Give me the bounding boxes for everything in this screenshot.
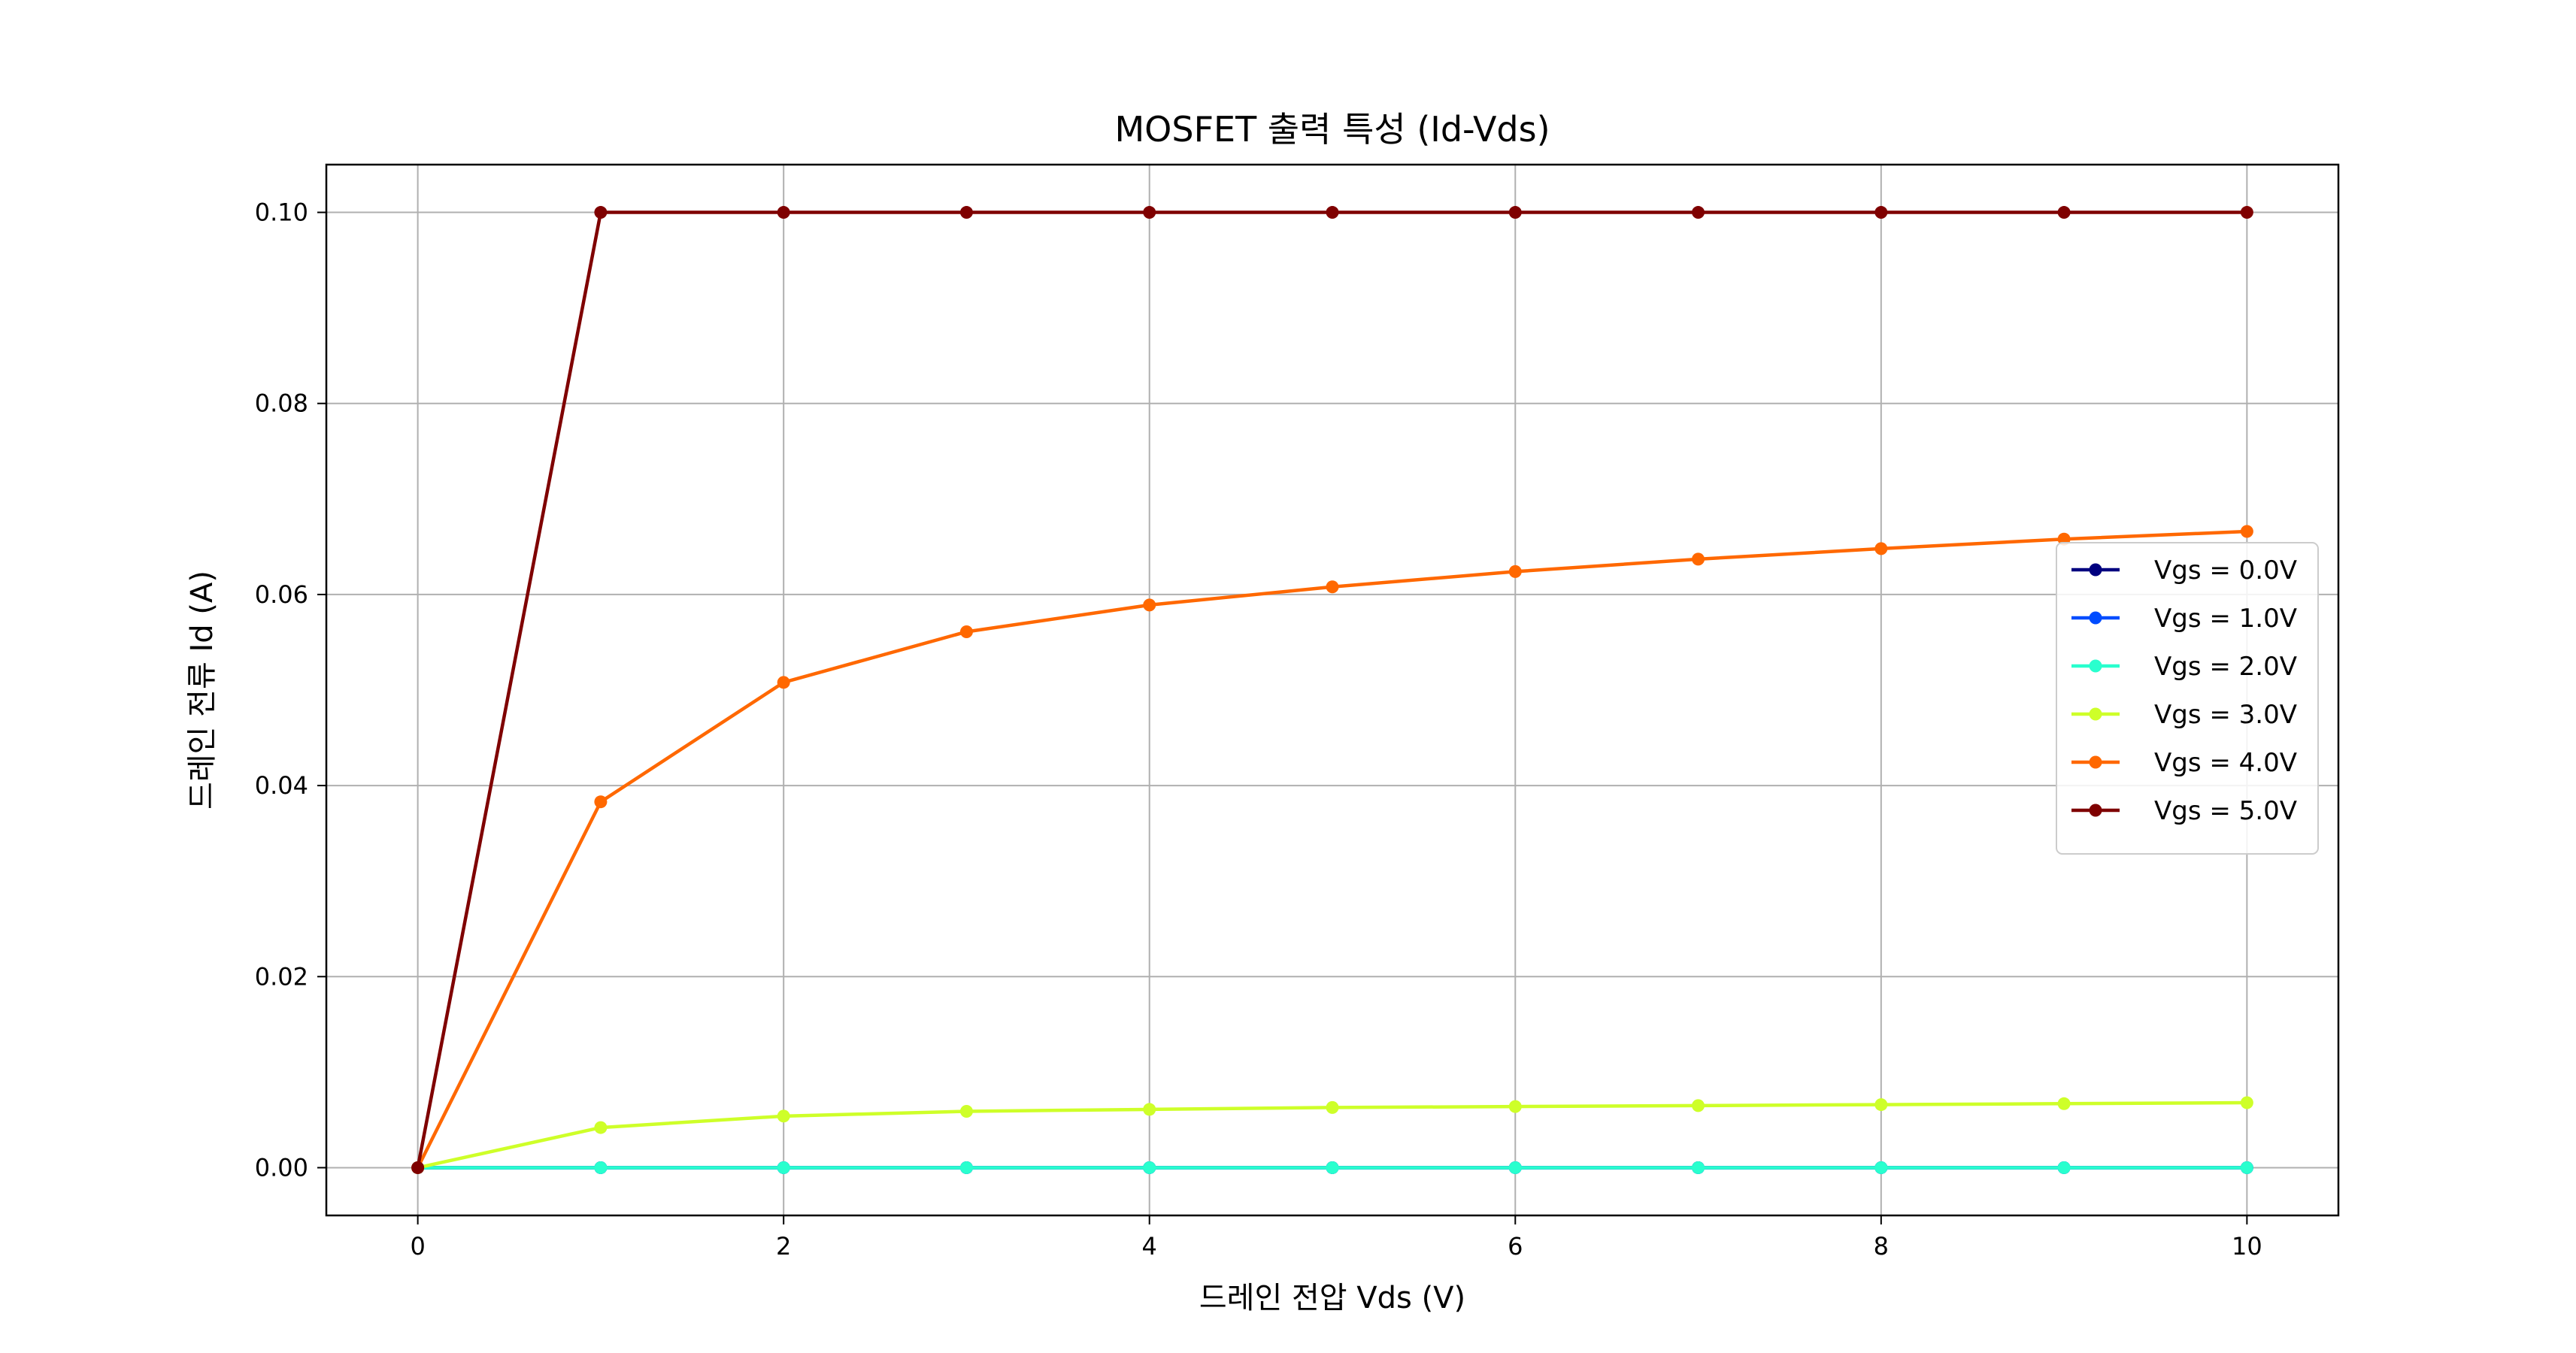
data-point bbox=[1692, 1161, 1705, 1174]
data-point bbox=[1692, 552, 1705, 566]
data-point bbox=[1508, 1161, 1522, 1174]
y-tick-label: 0.02 bbox=[255, 962, 308, 991]
data-point bbox=[1143, 206, 1156, 219]
legend-item: Vgs = 5.0V bbox=[2071, 796, 2297, 826]
data-point bbox=[1143, 598, 1156, 612]
legend-item: Vgs = 2.0V bbox=[2071, 652, 2297, 682]
legend-swatch-marker bbox=[2089, 563, 2102, 577]
data-point bbox=[959, 1104, 973, 1118]
legend-swatch-marker bbox=[2089, 611, 2102, 625]
legend-swatch-marker bbox=[2089, 755, 2102, 769]
data-point bbox=[594, 1121, 608, 1134]
legend-box bbox=[2056, 542, 2319, 855]
data-point bbox=[959, 625, 973, 638]
y-tick-label: 0.04 bbox=[255, 771, 308, 800]
legend-label: Vgs = 3.0V bbox=[2154, 700, 2297, 730]
legend-label: Vgs = 4.0V bbox=[2154, 748, 2297, 778]
data-point bbox=[1874, 1098, 1888, 1112]
data-point bbox=[777, 1109, 790, 1123]
legend-swatch-marker bbox=[2089, 659, 2102, 673]
data-point bbox=[1326, 206, 1339, 219]
data-point bbox=[1326, 580, 1339, 594]
data-point bbox=[777, 206, 790, 219]
data-point bbox=[1143, 1103, 1156, 1116]
data-point bbox=[1508, 1100, 1522, 1113]
legend-item: Vgs = 3.0V bbox=[2071, 700, 2297, 730]
data-point bbox=[2240, 206, 2253, 219]
series-layer bbox=[411, 206, 2253, 1174]
data-point bbox=[2057, 1097, 2071, 1110]
data-point bbox=[1508, 206, 1522, 219]
data-point bbox=[1326, 1161, 1339, 1174]
data-point bbox=[1874, 542, 1888, 555]
data-point bbox=[2240, 1161, 2253, 1174]
y-axis: 0.00 0.02 0.04 0.06 0.08 0.10 bbox=[255, 198, 326, 1182]
data-point bbox=[2240, 1096, 2253, 1109]
chart-title: MOSFET 출력 특성 (Id-Vds) bbox=[1114, 109, 1550, 150]
data-point bbox=[2240, 525, 2253, 538]
x-tick-label: 0 bbox=[410, 1232, 425, 1261]
x-tick-label: 8 bbox=[1874, 1232, 1889, 1261]
series-vgs-5-0v bbox=[411, 206, 2253, 1174]
data-point bbox=[959, 1161, 973, 1174]
data-point bbox=[777, 676, 790, 689]
data-point bbox=[1692, 1099, 1705, 1112]
data-point bbox=[1508, 565, 1522, 578]
x-tick-label: 6 bbox=[1508, 1232, 1523, 1261]
data-point bbox=[2057, 1161, 2071, 1174]
data-point bbox=[1143, 1161, 1156, 1174]
plot-frame bbox=[325, 163, 2340, 1217]
data-point bbox=[777, 1161, 790, 1174]
x-axis-label: 드레인 전압 Vds (V) bbox=[1199, 1281, 1465, 1315]
data-point bbox=[1874, 1161, 1888, 1174]
x-axis: 0 2 4 6 8 10 bbox=[410, 1215, 2262, 1261]
legend-label: Vgs = 5.0V bbox=[2154, 796, 2297, 826]
data-point bbox=[1874, 206, 1888, 219]
data-point bbox=[1692, 206, 1705, 219]
legend: Vgs = 0.0V Vgs = 1.0V Vgs = 2.0V Vgs = 3.0V… bbox=[2056, 542, 2319, 855]
x-tick-label: 10 bbox=[2232, 1232, 2262, 1261]
x-tick-label: 2 bbox=[776, 1232, 791, 1261]
data-point bbox=[959, 206, 973, 219]
data-point bbox=[594, 1161, 608, 1174]
legend-swatch-marker bbox=[2089, 804, 2102, 817]
legend-item: Vgs = 1.0V bbox=[2071, 604, 2297, 634]
y-tick-label: 0.00 bbox=[255, 1153, 308, 1182]
data-point bbox=[411, 1161, 425, 1174]
data-point bbox=[1326, 1100, 1339, 1114]
y-tick-label: 0.06 bbox=[255, 580, 308, 609]
y-axis-label: 드레인 전류 Id (A) bbox=[185, 571, 220, 810]
data-point bbox=[594, 795, 608, 809]
y-tick-label: 0.10 bbox=[255, 198, 308, 227]
x-tick-label: 4 bbox=[1142, 1232, 1157, 1261]
legend-item: Vgs = 4.0V bbox=[2071, 748, 2297, 778]
legend-item: Vgs = 0.0V bbox=[2071, 555, 2297, 586]
data-point bbox=[594, 206, 608, 219]
legend-swatch-marker bbox=[2089, 707, 2102, 721]
data-point bbox=[2057, 206, 2071, 219]
legend-label: Vgs = 0.0V bbox=[2154, 555, 2297, 586]
legend-label: Vgs = 1.0V bbox=[2154, 604, 2297, 634]
legend-label: Vgs = 2.0V bbox=[2154, 652, 2297, 682]
y-tick-label: 0.08 bbox=[255, 389, 308, 418]
